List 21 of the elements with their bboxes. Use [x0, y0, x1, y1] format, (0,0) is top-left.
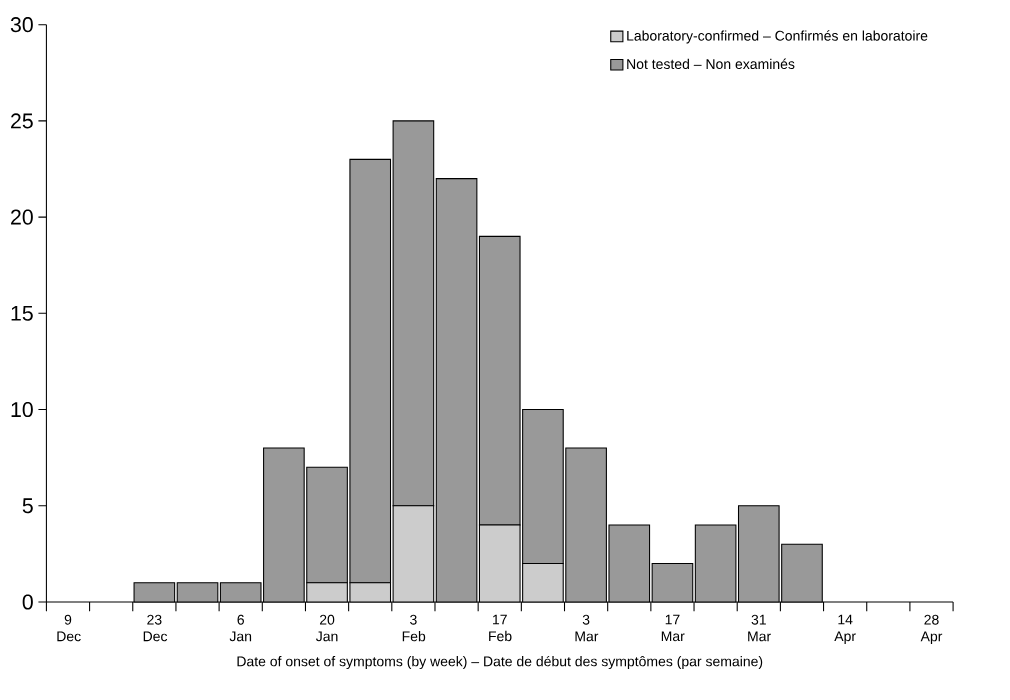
x-tick-label: 14 Apr [834, 614, 856, 644]
x-tick-label: 17 Feb [489, 614, 512, 642]
x-tick-label: 3 Feb [402, 614, 426, 642]
y-tick-label: 25 [11, 113, 33, 129]
x-tick-label: 6 Jan [229, 614, 252, 642]
y-tick-label: 5 [22, 498, 33, 514]
x-tick-label: 3 Mar [575, 614, 599, 642]
y-tick-label: 10 [11, 402, 33, 418]
x-tick-label: 17 Mar [661, 614, 685, 642]
y-tick-label: 0 [22, 594, 33, 610]
x-tick-label: 28 Apr [920, 614, 943, 645]
y-tick-label: 15 [11, 305, 33, 321]
legend-label: Laboratory-confirmed – Confirmés en laboratoire [627, 30, 928, 44]
x-tick-label: 31 Mar [748, 614, 771, 642]
x-axis-title: Date of onset of symptoms (by week) – Date de début des symptômes (par semaine) [237, 655, 763, 670]
x-tick-label: 23 Dec [143, 614, 168, 642]
x-tick-label: 9 Dec [57, 614, 81, 642]
legend-label: Not tested – Non examinés [627, 58, 795, 70]
y-tick-label: 30 [10, 17, 33, 33]
x-tick-label: 20 Jan [315, 614, 338, 642]
y-tick-label: 20 [11, 209, 33, 225]
